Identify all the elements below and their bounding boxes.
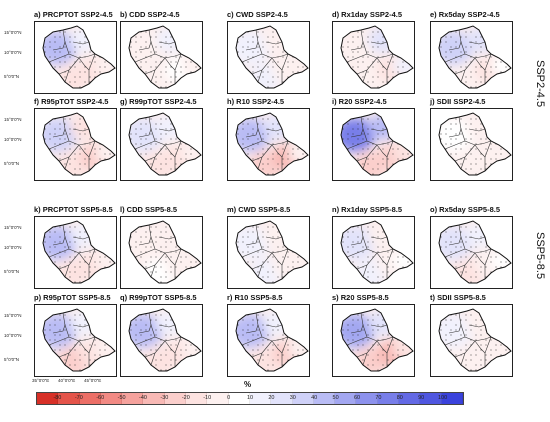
colorbar-segment <box>207 393 229 404</box>
longitude-tick-label: 40°0'0"E <box>58 378 76 383</box>
panel-title: j) SDII SSP2-4.5 <box>430 97 486 106</box>
colorbar-segment <box>377 393 400 404</box>
map-panel <box>332 21 415 94</box>
colorbar-segment <box>292 393 314 404</box>
colorbar-segment <box>313 393 336 404</box>
colorbar-segment <box>164 393 187 404</box>
colorbar-segment <box>37 393 59 404</box>
latitude-tick-label: 5°0'0"N <box>4 74 20 79</box>
colorbar-tick-label: -50 <box>117 395 126 401</box>
panel-title: s) R20 SSP5-8.5 <box>332 293 389 302</box>
panel-title: d) Rx1day SSP2-4.5 <box>332 10 403 19</box>
map-panel <box>430 21 513 94</box>
latitude-tick-label: 10°0'0"N <box>4 137 22 142</box>
map-panel <box>332 108 415 181</box>
colorbar-segment <box>228 393 250 404</box>
colorbar-tick-label: 60 <box>353 395 361 401</box>
panel-title: g) R99pTOT SSP2-4.5 <box>120 97 197 106</box>
colorbar-tick-label: 0 <box>227 395 231 401</box>
colorbar-title: % <box>244 380 252 389</box>
panel-title: b) CDD SSP2-4.5 <box>120 10 180 19</box>
map-panel <box>227 21 310 94</box>
colorbar-segment <box>441 393 463 404</box>
map-panel <box>332 216 415 289</box>
map-panel <box>227 304 310 377</box>
panel-title: m) CWD SSP5-8.5 <box>227 205 291 214</box>
colorbar-segment <box>58 393 80 404</box>
colorbar-tick-label: 100 <box>438 395 448 401</box>
colorbar-segment <box>399 393 421 404</box>
map-panel <box>34 216 117 289</box>
colorbar-segment <box>186 393 208 404</box>
latitude-tick-label: 15°0'0"N <box>4 30 22 35</box>
colorbar-segment <box>271 393 293 404</box>
colorbar-segment <box>143 393 165 404</box>
panel-title: k) PRCPTOT SSP5-8.5 <box>34 205 113 214</box>
colorbar-tick-label: 90 <box>418 395 425 401</box>
panel-title: n) Rx1day SSP5-8.5 <box>332 205 403 214</box>
colorbar <box>36 392 464 405</box>
longitude-tick-label: 35°0'0"E <box>32 378 50 383</box>
colorbar-tick-label: 30 <box>289 395 296 401</box>
map-panel <box>120 21 203 94</box>
colorbar-tick-label: 10 <box>246 395 254 401</box>
latitude-tick-label: 15°0'0"N <box>4 117 22 122</box>
latitude-tick-label: 15°0'0"N <box>4 313 22 318</box>
panel-title: e) Rx5day SSP2-4.5 <box>430 10 500 19</box>
colorbar-tick-label: 80 <box>396 395 403 401</box>
colorbar-segment <box>100 393 123 404</box>
colorbar-tick-label: -60 <box>96 395 105 401</box>
latitude-tick-label: 10°0'0"N <box>4 50 22 55</box>
colorbar-tick-label: -20 <box>181 395 190 401</box>
map-panel <box>34 108 117 181</box>
panel-title: a) PRCPTOT SSP2-4.5 <box>34 10 113 19</box>
colorbar-tick-label: -10 <box>203 395 212 401</box>
colorbar-segment <box>122 393 144 404</box>
latitude-tick-label: 15°0'0"N <box>4 225 22 230</box>
latitude-tick-label: 10°0'0"N <box>4 245 22 250</box>
panel-title: t) SDII SSP5-8.5 <box>430 293 486 302</box>
map-panel <box>430 108 513 181</box>
colorbar-tick-label: 70 <box>375 395 382 401</box>
latitude-tick-label: 5°0'0"N <box>4 161 20 166</box>
map-panel <box>430 216 513 289</box>
panel-title: p) R95pTOT SSP5-8.5 <box>34 293 111 302</box>
map-panel <box>34 304 117 377</box>
panel-title: f) R95pTOT SSP2-4.5 <box>34 97 109 106</box>
colorbar-tick-label: -30 <box>160 395 169 401</box>
longitude-tick-label: 45°0'0"E <box>84 378 102 383</box>
colorbar-tick-label: 40 <box>311 395 318 401</box>
colorbar-tick-label: -70 <box>74 395 83 401</box>
colorbar-tick-label: -40 <box>139 395 147 401</box>
map-panel <box>332 304 415 377</box>
map-panel <box>120 304 203 377</box>
colorbar-tick-label: -80 <box>53 395 62 401</box>
panel-title: i) R20 SSP2-4.5 <box>332 97 387 106</box>
map-panel <box>120 108 203 181</box>
map-panel <box>227 216 310 289</box>
latitude-tick-label: 5°0'0"N <box>4 269 20 274</box>
panel-title: c) CWD SSP2-4.5 <box>227 10 288 19</box>
colorbar-segment <box>79 393 101 404</box>
map-panel <box>34 21 117 94</box>
panel-title: r) R10 SSP5-8.5 <box>227 293 283 302</box>
panel-title: l) CDD SSP5-8.5 <box>120 205 178 214</box>
map-panel <box>430 304 513 377</box>
colorbar-segment <box>335 393 357 404</box>
panel-title: h) R10 SSP2-4.5 <box>227 97 285 106</box>
colorbar-tick-label: 20 <box>268 395 275 401</box>
row-label-ssp585: SSP5-8.5 <box>534 232 546 280</box>
latitude-tick-label: 5°0'0"N <box>4 357 20 362</box>
panel-title: o) Rx5day SSP5-8.5 <box>430 205 501 214</box>
colorbar-segment <box>249 393 272 404</box>
colorbar-segment <box>420 393 442 404</box>
colorbar-tick-label: 50 <box>332 395 339 401</box>
row-label-ssp245: SSP2-4.5 <box>534 60 546 108</box>
panel-title: q) R99pTOT SSP5-8.5 <box>120 293 197 302</box>
latitude-tick-label: 10°0'0"N <box>4 333 22 338</box>
map-panel <box>227 108 310 181</box>
colorbar-segment <box>356 393 378 404</box>
map-panel <box>120 216 203 289</box>
